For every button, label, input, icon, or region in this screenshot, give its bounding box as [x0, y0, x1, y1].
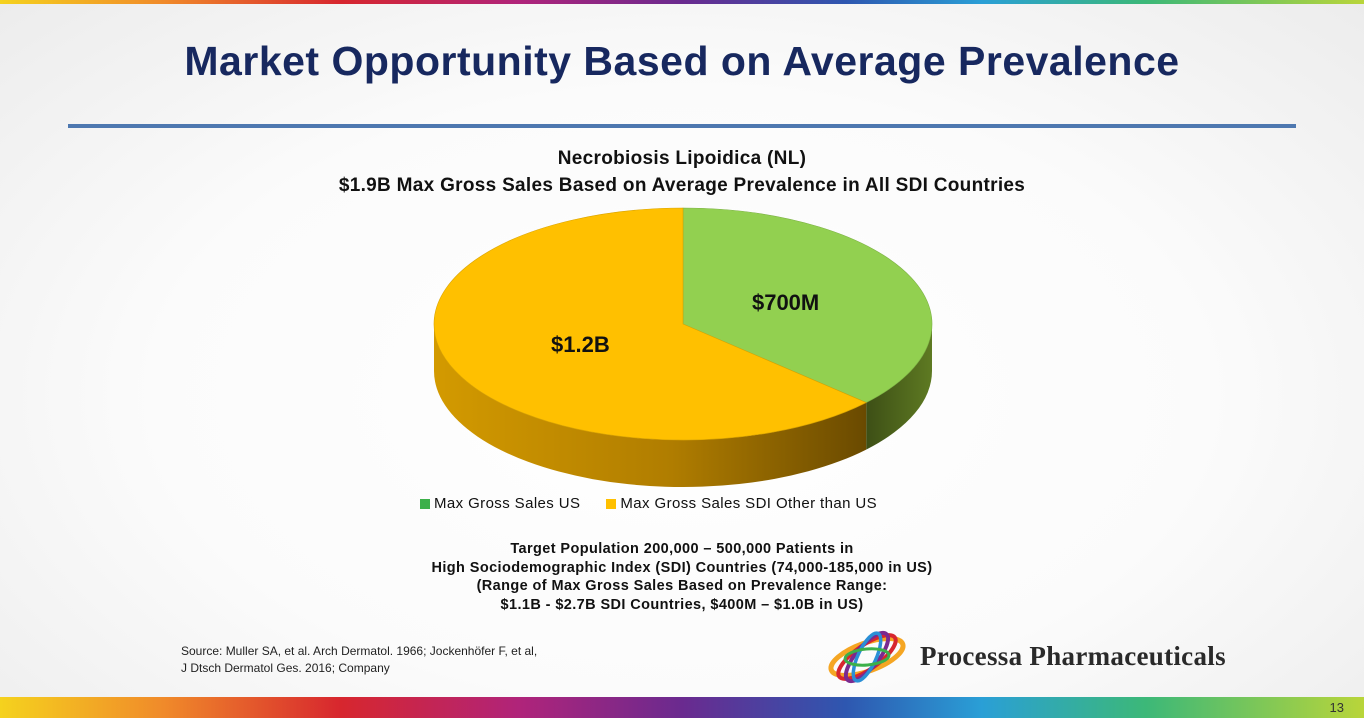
- pie-slice: [682, 207, 933, 403]
- legend-item-sdi: Max Gross Sales SDI Other than US: [606, 495, 877, 512]
- source-line: J Dtsch Dermatol Ges. 2016; Company: [181, 661, 390, 675]
- chart-subtitle: $1.9B Max Gross Sales Based on Average P…: [338, 175, 1026, 196]
- legend-swatch-sdi: [606, 498, 617, 509]
- top-color-bar: [0, 0, 1364, 4]
- bottom-color-bar: [0, 697, 1364, 718]
- legend-swatch-us: [420, 498, 430, 509]
- page-number: 13: [1329, 700, 1344, 715]
- pie-data-label: $1.2B: [551, 332, 610, 357]
- pie-data-label: $700M: [752, 290, 819, 315]
- slide-title: Market Opportunity Based on Average Prev…: [184, 38, 1180, 84]
- pie-slice-side: [866, 324, 932, 450]
- note-line: $1.1B - $2.7B SDI Countries, $400M – $1.…: [500, 596, 864, 613]
- chart-title-block: Necrobiosis Lipoidica (NL) $1.9B Max Gro…: [0, 145, 1364, 199]
- company-name: Processa Pharmaceuticals: [920, 641, 1226, 671]
- title-divider: [68, 124, 1296, 128]
- source-citation: Source: Muller SA, et al. Arch Dermatol.…: [181, 643, 537, 677]
- note-line: Target Population 200,000 – 500,000 Pati…: [510, 541, 854, 557]
- target-population-notes: Target Population 200,000 – 500,000 Pati…: [0, 540, 1364, 614]
- legend-item-us: Max Gross Sales US: [420, 495, 580, 512]
- pie-slice-side: [434, 324, 867, 488]
- note-line: (Range of Max Gross Sales Based on Preva…: [476, 578, 888, 594]
- pie-slice: [433, 207, 867, 441]
- note-line: High Sociodemographic Index (SDI) Countr…: [431, 559, 933, 576]
- chart-title: Necrobiosis Lipoidica (NL): [557, 148, 807, 169]
- legend-label-us: Max Gross Sales US: [434, 495, 581, 512]
- chart-legend: Max Gross Sales US Max Gross Sales SDI O…: [420, 495, 903, 512]
- source-line: Source: Muller SA, et al. Arch Dermatol.…: [181, 644, 538, 658]
- processa-logo-icon: [828, 630, 906, 684]
- legend-label-sdi: Max Gross Sales SDI Other than US: [620, 495, 878, 512]
